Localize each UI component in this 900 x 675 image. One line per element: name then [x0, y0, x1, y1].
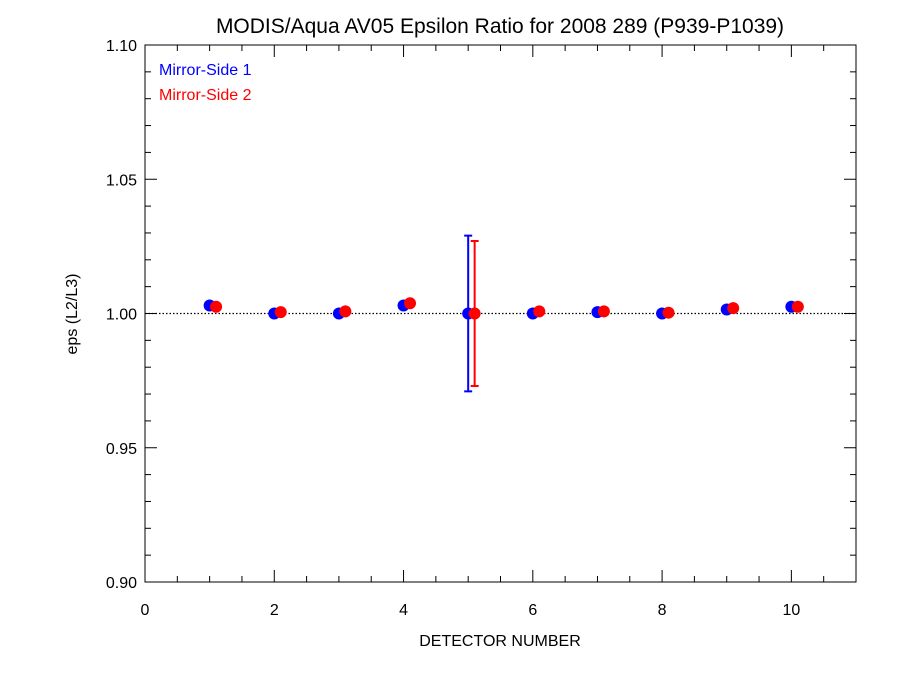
data-point-series-2: [404, 297, 417, 310]
legend: Mirror-Side 1 Mirror-Side 2: [159, 62, 252, 104]
x-tick-label: 10: [782, 602, 800, 619]
legend-entry: Mirror-Side 2: [159, 87, 252, 104]
data-layer: [203, 234, 804, 393]
x-tick-label: 6: [528, 602, 537, 619]
data-point-series-2: [791, 300, 804, 313]
data-point-series-2: [210, 300, 223, 313]
axis-ticks: 0 2 4 6 8 10 0.90 0.95 1.00 1.05 1.10: [106, 38, 857, 619]
x-tick-label: 2: [270, 602, 279, 619]
data-point-series-2: [468, 307, 481, 320]
y-tick-label: 1.05: [106, 172, 137, 189]
data-point-series-2: [597, 305, 610, 318]
y-tick-label: 1.10: [106, 38, 137, 55]
y-axis-label: eps (L2/L3): [64, 274, 81, 355]
data-point-series-2: [274, 306, 287, 319]
y-tick-label: 1.00: [106, 307, 137, 324]
data-point-series-2: [727, 302, 740, 315]
chart-title: MODIS/Aqua AV05 Epsilon Ratio for 2008 2…: [216, 15, 784, 38]
plot-frame: [144, 44, 857, 583]
x-axis-label: DETECTOR NUMBER: [419, 633, 581, 650]
data-point-series-2: [339, 305, 352, 318]
y-tick-label: 0.90: [106, 575, 137, 592]
x-tick-label: 0: [141, 602, 150, 619]
y-tick-label: 0.95: [106, 441, 137, 458]
x-tick-label: 4: [399, 602, 408, 619]
x-tick-label: 8: [658, 602, 667, 619]
data-point-series-2: [662, 306, 675, 319]
legend-entry: Mirror-Side 1: [159, 62, 252, 79]
data-point-series-2: [533, 305, 546, 318]
